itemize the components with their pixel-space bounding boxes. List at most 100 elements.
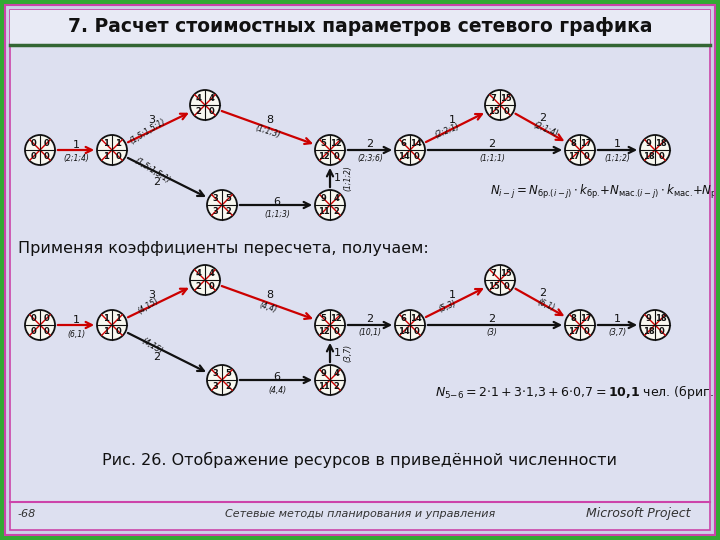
Text: 14: 14 xyxy=(398,152,410,161)
Text: 6: 6 xyxy=(401,314,407,323)
Text: (6,1): (6,1) xyxy=(67,329,85,339)
Text: 9: 9 xyxy=(646,314,652,323)
Circle shape xyxy=(395,310,425,340)
Text: 12: 12 xyxy=(330,139,342,148)
Text: 7: 7 xyxy=(491,269,497,278)
Text: 17: 17 xyxy=(568,152,580,161)
Text: 0: 0 xyxy=(31,327,37,336)
Circle shape xyxy=(97,310,127,340)
Text: (4,4): (4,4) xyxy=(258,300,278,314)
Text: 4: 4 xyxy=(208,94,215,103)
Text: (5,3): (5,3) xyxy=(437,299,457,314)
Text: 0: 0 xyxy=(115,327,121,336)
Text: 3: 3 xyxy=(213,207,219,216)
Text: 15: 15 xyxy=(500,94,512,103)
Text: Применяя коэффициенты пересчета, получаем:: Применяя коэффициенты пересчета, получае… xyxy=(18,240,428,255)
Text: 1: 1 xyxy=(73,140,79,150)
Text: 3: 3 xyxy=(213,382,219,391)
Text: 1: 1 xyxy=(103,327,109,336)
Text: $N_{5{-}6} = 2{\cdot}1 + 3{\cdot}1{,}3 + 6{\cdot}0{,}7 = \mathbf{10{,}1}$ чел. (: $N_{5{-}6} = 2{\cdot}1 + 3{\cdot}1{,}3 +… xyxy=(435,383,719,401)
Text: (3,7): (3,7) xyxy=(608,328,626,338)
Text: 17: 17 xyxy=(568,327,580,336)
Text: 8: 8 xyxy=(266,115,274,125)
Circle shape xyxy=(395,135,425,165)
Text: (1;1;1): (1;1;1) xyxy=(479,153,505,163)
Text: 4: 4 xyxy=(196,269,202,278)
Text: 9: 9 xyxy=(321,369,327,378)
Text: (2;2;1): (2;2;1) xyxy=(433,122,461,140)
Text: 0: 0 xyxy=(503,282,509,291)
Circle shape xyxy=(485,90,515,120)
Text: 1: 1 xyxy=(333,173,341,183)
Text: 2: 2 xyxy=(539,288,546,298)
Circle shape xyxy=(97,135,127,165)
Text: 0: 0 xyxy=(115,152,121,161)
Text: 7: 7 xyxy=(491,94,497,103)
Text: (1;1;2): (1;1;2) xyxy=(343,165,353,191)
Text: (2;3;6): (2;3;6) xyxy=(357,153,383,163)
Text: 8: 8 xyxy=(571,139,577,148)
Text: Microsoft Project: Microsoft Project xyxy=(585,508,690,521)
Text: 0: 0 xyxy=(31,152,37,161)
Text: 8: 8 xyxy=(266,290,274,300)
Text: 2: 2 xyxy=(333,382,339,391)
Text: 2: 2 xyxy=(333,207,339,216)
Text: (2;1;4): (2;1;4) xyxy=(532,121,559,139)
Text: 0: 0 xyxy=(333,152,339,161)
Text: 18: 18 xyxy=(655,139,667,148)
Text: (1,5;1,5;1): (1,5;1,5;1) xyxy=(128,117,168,145)
Text: 2: 2 xyxy=(539,113,546,123)
Circle shape xyxy=(207,365,237,395)
Text: 0: 0 xyxy=(208,282,214,291)
Text: (1;1;2): (1;1;2) xyxy=(604,153,630,163)
Text: (4,15): (4,15) xyxy=(136,296,160,316)
Text: (1;1;3): (1;1;3) xyxy=(264,211,290,219)
Text: 2: 2 xyxy=(153,177,161,187)
Circle shape xyxy=(190,265,220,295)
Text: 6: 6 xyxy=(274,197,281,207)
Text: 1: 1 xyxy=(103,152,109,161)
Text: 17: 17 xyxy=(580,139,592,148)
Text: 0: 0 xyxy=(208,107,214,116)
Text: 11: 11 xyxy=(318,382,330,391)
Text: 2: 2 xyxy=(225,207,231,216)
Circle shape xyxy=(190,90,220,120)
Text: 3: 3 xyxy=(213,194,219,203)
Text: 18: 18 xyxy=(643,152,654,161)
Text: (1,5;1,5;1): (1,5;1,5;1) xyxy=(132,157,171,186)
Circle shape xyxy=(640,135,670,165)
Text: 12: 12 xyxy=(318,327,330,336)
Circle shape xyxy=(25,135,55,165)
Text: (4,4): (4,4) xyxy=(268,386,286,395)
Text: 1: 1 xyxy=(103,314,109,323)
Text: 4: 4 xyxy=(208,269,215,278)
Circle shape xyxy=(25,310,55,340)
Text: 12: 12 xyxy=(318,152,330,161)
Text: 5: 5 xyxy=(321,314,327,323)
Text: 6: 6 xyxy=(274,372,281,382)
Circle shape xyxy=(485,265,515,295)
Text: 0: 0 xyxy=(31,139,37,148)
Text: 7. Расчет стоимостных параметров сетевого графика: 7. Расчет стоимостных параметров сетевог… xyxy=(68,17,652,37)
Text: (3): (3) xyxy=(487,328,498,338)
Text: (3,7): (3,7) xyxy=(343,344,353,362)
Text: 0: 0 xyxy=(43,314,49,323)
Circle shape xyxy=(315,310,345,340)
Text: 1: 1 xyxy=(613,314,621,324)
Text: 2: 2 xyxy=(366,314,374,324)
Text: 2: 2 xyxy=(488,314,495,324)
Text: 1: 1 xyxy=(449,115,456,125)
Text: 1: 1 xyxy=(73,315,79,325)
Text: 15: 15 xyxy=(488,282,500,291)
Text: 2: 2 xyxy=(153,352,161,362)
Circle shape xyxy=(640,310,670,340)
Circle shape xyxy=(207,190,237,220)
Text: 0: 0 xyxy=(413,327,419,336)
Text: -68: -68 xyxy=(18,509,36,519)
Text: 17: 17 xyxy=(580,314,592,323)
Bar xyxy=(10,10,710,44)
Text: 0: 0 xyxy=(333,327,339,336)
Text: (1;1;3): (1;1;3) xyxy=(254,124,282,140)
Circle shape xyxy=(315,135,345,165)
Text: 0: 0 xyxy=(43,327,49,336)
